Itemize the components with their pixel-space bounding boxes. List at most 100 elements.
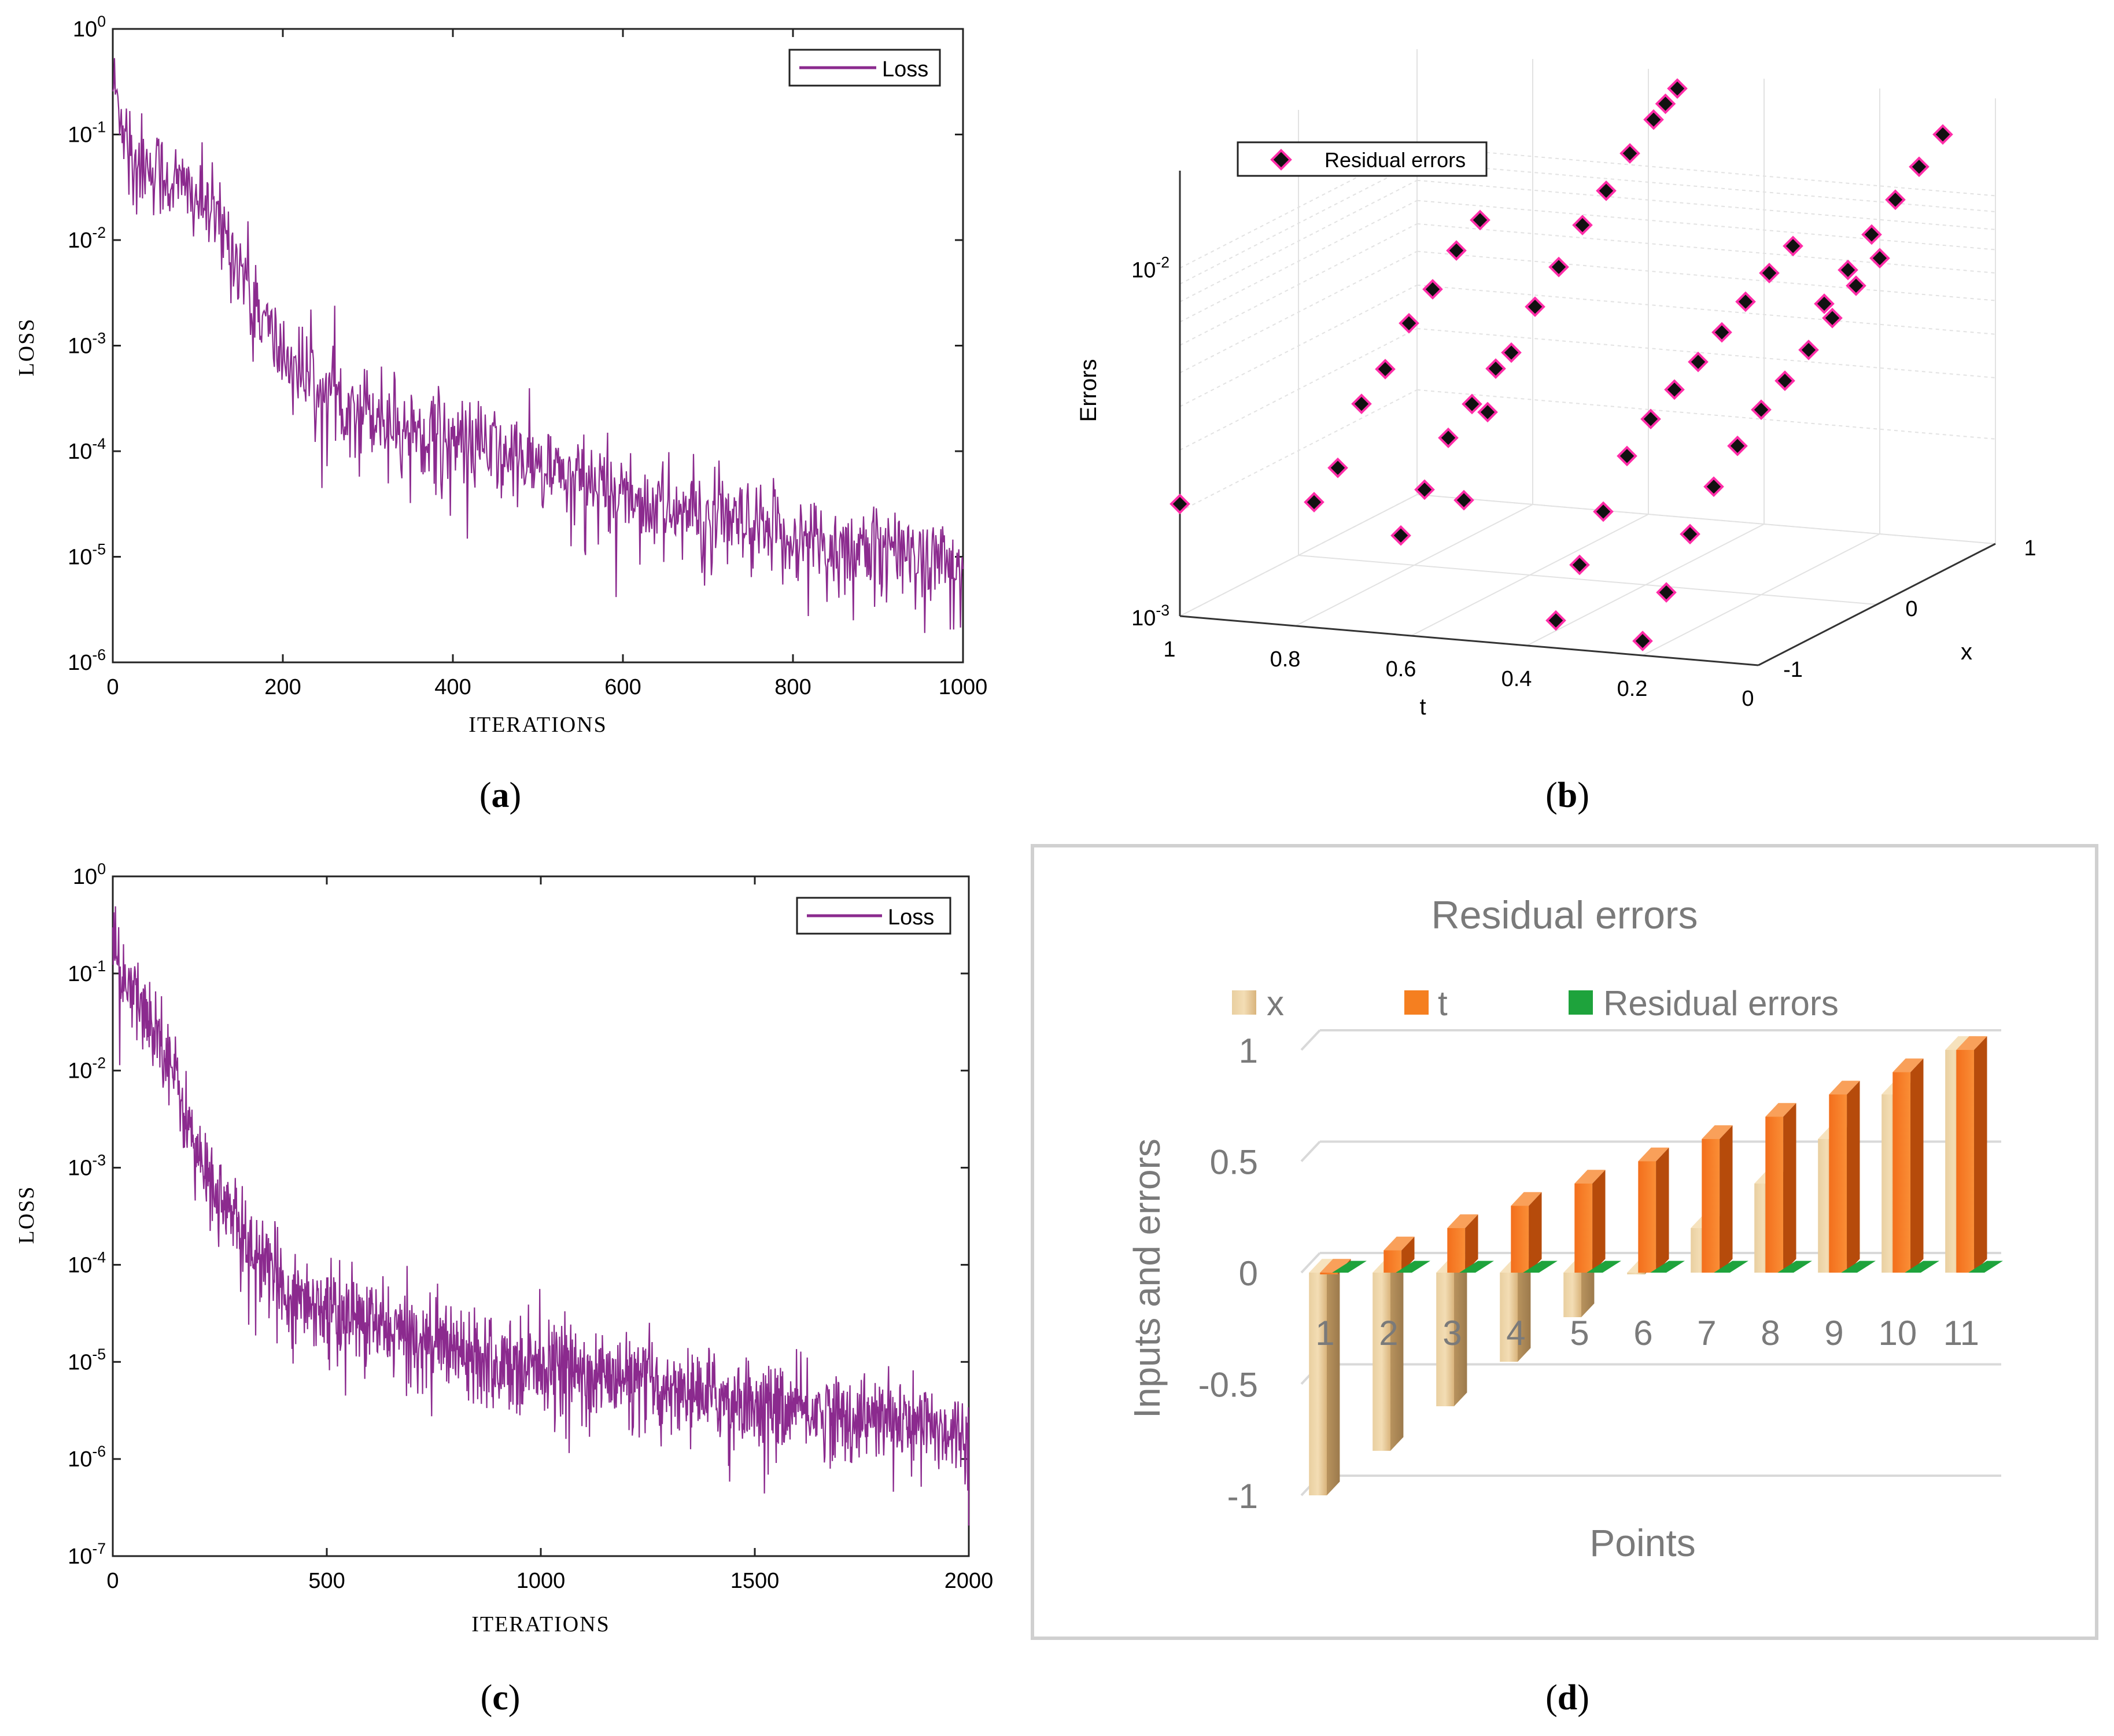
y-tick-label: 10-2: [68, 1055, 106, 1083]
residual-point: [1667, 78, 1688, 99]
residual-point: [1351, 393, 1372, 414]
bar-t-front: [1383, 1250, 1402, 1273]
residual-point: [1735, 291, 1756, 312]
loss-line: [112, 58, 964, 633]
back-wall-grid-z: [1416, 389, 1996, 440]
residual-point: [1462, 393, 1482, 415]
residual-point: [1783, 235, 1803, 257]
residual-point: [1470, 209, 1491, 231]
residual-point: [1545, 610, 1566, 631]
y-tick-label-exponent: -6: [92, 1443, 106, 1460]
t-axis-line: [1179, 615, 1759, 666]
y-tick-label: 1: [1239, 1031, 1258, 1070]
back-wall-grid-z: [1416, 250, 1996, 301]
residual-point: [1932, 124, 1953, 145]
t-tick-label: 0.2: [1617, 677, 1648, 701]
y-tick-label-base: 10: [68, 334, 92, 359]
y-tick-label-base: 10: [68, 228, 92, 253]
x-tick-label: 7: [1697, 1314, 1716, 1352]
chart-b-t-label: t: [1419, 694, 1426, 720]
bar-residual: [1841, 1260, 1876, 1273]
back-wall-grid-z: [1416, 179, 1996, 230]
bar-x-side: [1454, 1259, 1467, 1406]
residual-point: [1751, 399, 1772, 421]
y-tick-label: 10-7: [68, 1540, 106, 1569]
residual-point: [1640, 408, 1661, 430]
gridline-depth: [1300, 1029, 1321, 1051]
caption-a: (a): [479, 776, 521, 815]
z-tick-label-base: 10: [1131, 258, 1156, 282]
bar-x-side: [1327, 1259, 1340, 1495]
chart-c-x-label: ITERATIONS: [471, 1612, 610, 1637]
bar-residual: [1777, 1260, 1812, 1273]
back-wall-grid-z: [1416, 223, 1996, 274]
residual-point: [1453, 489, 1474, 511]
residual-point: [1525, 296, 1545, 318]
y-tick-label-exponent: -5: [92, 1346, 106, 1363]
chart-d-legend-swatch-x: [1232, 990, 1256, 1015]
y-tick-label-exponent: -7: [92, 1540, 106, 1557]
bar-t-side: [1465, 1214, 1478, 1273]
residual-point: [1485, 358, 1506, 379]
chart-c-y-label: LOSS: [14, 1186, 39, 1244]
bar-t-front: [1447, 1228, 1466, 1273]
y-tick-label: 100: [73, 13, 106, 42]
back-wall-grid-z: [1416, 161, 1996, 212]
y-tick-label: -1: [1227, 1477, 1258, 1516]
chart-a-loss-series: [112, 58, 964, 633]
residual-point: [1688, 351, 1709, 373]
bar-t-top: [1638, 1147, 1669, 1162]
y-tick-label: -0.5: [1198, 1366, 1258, 1405]
x-tick-label: 5: [1570, 1314, 1589, 1352]
y-tick-label: 0: [1239, 1254, 1258, 1293]
bar-residual: [1905, 1260, 1939, 1273]
residual-point: [1375, 359, 1396, 379]
residual-point: [1422, 279, 1443, 300]
chart-d: Residual errors x t Residual errors 1 0.5…: [1031, 844, 2098, 1717]
bar-t-side: [1720, 1125, 1733, 1273]
bar-t-side: [1656, 1147, 1669, 1273]
bar-t-top: [1574, 1170, 1606, 1184]
chart-b-grid: [1179, 49, 1996, 666]
residual-point: [1414, 479, 1435, 500]
y-tick-label-exponent: -3: [92, 329, 106, 347]
back-wall-grid-z: [1416, 146, 1996, 197]
chart-b-legend: Residual errors: [1237, 141, 1488, 177]
chart-a-x-axis: 0 200 400 600 800 1000: [106, 29, 987, 699]
bar-t-side: [1847, 1081, 1860, 1273]
residual-point: [1619, 143, 1640, 164]
bar-t-front: [1892, 1072, 1911, 1273]
z-tick-label-exponent: -3: [1156, 602, 1169, 619]
chart-c-legend: Loss: [796, 897, 951, 935]
bar-x-front: [1500, 1273, 1518, 1362]
x-tick-label: 9: [1824, 1314, 1843, 1352]
chart-b-z-label: Errors: [1076, 359, 1101, 422]
gridline-depth: [1300, 1252, 1321, 1274]
chart-a-plot-frame: [112, 28, 964, 664]
x-tick-label: 4: [1506, 1314, 1525, 1352]
bar-x-side: [1581, 1259, 1595, 1317]
loss-line: [112, 906, 970, 1526]
t-tick-label: 0.6: [1386, 657, 1416, 681]
x-tick-label: 800: [774, 675, 811, 699]
back-wall-grid-z: [1416, 284, 1996, 335]
floor-grid-x: [1298, 555, 1877, 605]
residual-point: [1632, 631, 1653, 651]
bar-t-top: [1829, 1081, 1860, 1094]
x-tick-label: 200: [264, 675, 301, 699]
caption-c: (c): [481, 1678, 521, 1717]
chart-a-legend: Loss: [788, 49, 941, 87]
chart-a-legend-label: Loss: [882, 57, 928, 82]
bar-t-side: [1401, 1236, 1415, 1273]
caption-a-letter: a: [492, 776, 510, 815]
caption-d-letter: d: [1558, 1678, 1577, 1717]
residual-point: [1759, 263, 1780, 283]
y-tick-label: 10-6: [68, 1443, 106, 1472]
x-tick-label: 500: [308, 1569, 345, 1593]
bar-t-side: [1592, 1170, 1606, 1273]
x-tick-label: 1: [2024, 536, 2036, 561]
bar-t-front: [1702, 1139, 1720, 1273]
x-tick-label: 0: [106, 1569, 119, 1593]
